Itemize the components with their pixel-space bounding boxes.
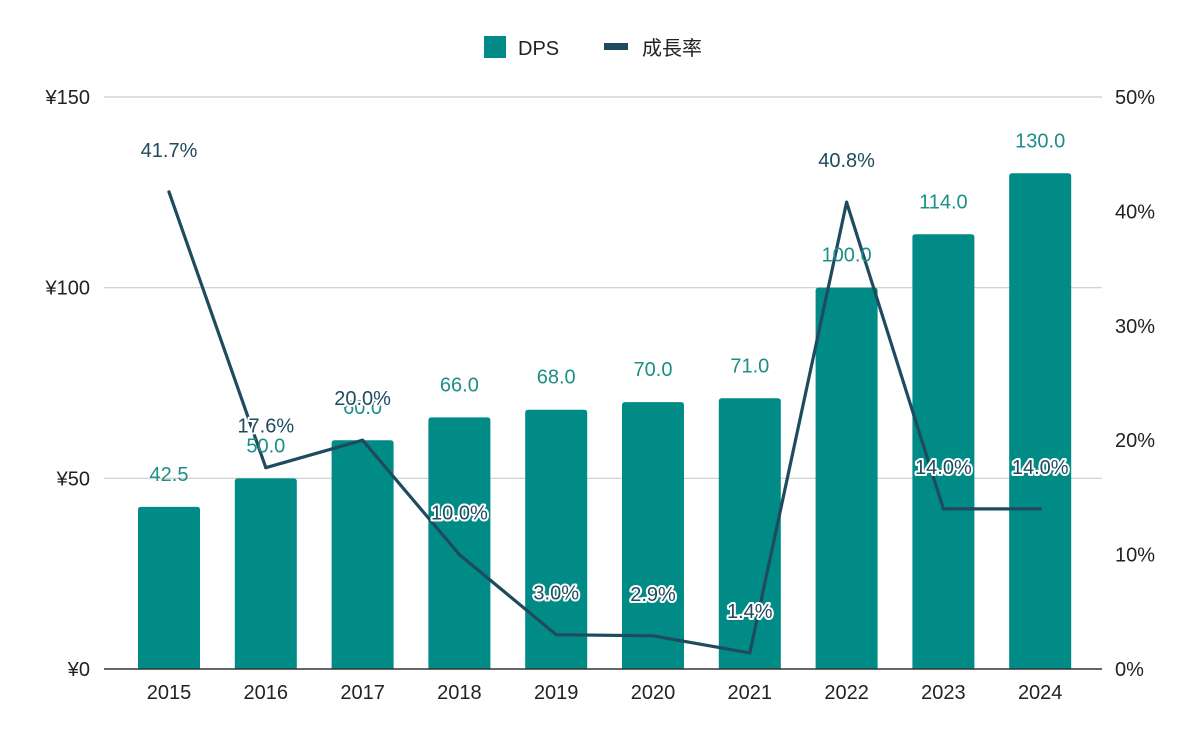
bar-value-label: 66.0 xyxy=(440,374,479,396)
line-value-label: 10.0% xyxy=(431,503,488,525)
growth-point-2020 xyxy=(651,634,655,638)
x-tick-label: 2020 xyxy=(631,682,676,704)
x-tick-label: 2017 xyxy=(340,682,385,704)
bar-2015 xyxy=(138,506,200,669)
y-left-tick-label: ¥150 xyxy=(45,87,91,109)
legend: DPS 成長率 xyxy=(484,36,702,60)
bar-value-label: 71.0 xyxy=(730,355,769,377)
line-value-label: 40.8% xyxy=(818,150,875,172)
y-right-tick-label: 20% xyxy=(1115,430,1155,452)
bar-2023 xyxy=(912,234,975,669)
bar-2024 xyxy=(1009,173,1072,669)
bar-2018 xyxy=(428,417,491,669)
x-tick-label: 2024 xyxy=(1018,682,1063,704)
growth-point-2018 xyxy=(457,553,461,557)
bar-2016 xyxy=(234,478,297,669)
x-tick-label: 2016 xyxy=(244,682,289,704)
growth-point-2017 xyxy=(361,438,365,442)
y-left-tick-label: ¥100 xyxy=(45,278,91,300)
bar-value-label: 130.0 xyxy=(1015,130,1065,152)
growth-point-2019 xyxy=(554,633,558,637)
bar-2021 xyxy=(718,398,781,669)
growth-point-2021 xyxy=(748,651,752,655)
line-value-label: 41.7% xyxy=(141,140,198,162)
x-tick-label: 2023 xyxy=(921,682,966,704)
bar-value-label: 50.0 xyxy=(246,435,285,457)
y-right-tick-label: 10% xyxy=(1115,545,1155,567)
y-right-tick-label: 50% xyxy=(1115,87,1155,109)
legend-label-growth: 成長率 xyxy=(642,37,702,60)
x-tick-label: 2021 xyxy=(728,682,773,704)
dps-bars xyxy=(138,173,1072,669)
bar-value-label: 68.0 xyxy=(537,367,576,389)
y-right-tick-label: 0% xyxy=(1115,659,1144,681)
growth-rate-line xyxy=(167,190,1042,655)
bar-2020 xyxy=(622,402,684,669)
data-labels: 42.5 50.0 60.0 66.0 68.0 70.0 71.0 100.0 114.0 13… xyxy=(139,130,1071,625)
growth-point-2023 xyxy=(941,507,946,511)
line-value-label: 1.4% xyxy=(727,601,773,623)
bar-value-label: 60.0 xyxy=(343,397,382,419)
x-tick-label: 2015 xyxy=(147,682,192,704)
y-left-tick-label: ¥50 xyxy=(56,468,90,490)
growth-point-2022 xyxy=(845,200,849,204)
line-value-label: 17.6% xyxy=(237,416,294,438)
growth-line xyxy=(167,190,1042,655)
bar-2017 xyxy=(331,440,394,669)
x-tick-label: 2018 xyxy=(437,682,482,704)
line-value-label: 2.9% xyxy=(630,584,676,606)
y-right-tick-label: 40% xyxy=(1115,201,1155,223)
bar-2022 xyxy=(815,287,878,669)
y-right-tick-label: 30% xyxy=(1115,316,1155,338)
line-value-label: 14.0% xyxy=(915,457,972,479)
legend-label-dps: DPS xyxy=(518,38,559,60)
legend-swatch-dps xyxy=(484,36,506,58)
line-value-label: 20.0% xyxy=(334,388,391,410)
line-value-label: 3.0% xyxy=(533,583,579,605)
line-value-label: 14.0% xyxy=(1012,457,1069,479)
bar-2019 xyxy=(525,409,588,669)
axes: ¥0 ¥50 ¥100 ¥150 0% 10% 20% 30% 40% 50% 2015 2016 20… xyxy=(45,87,1156,704)
growth-point-2024 xyxy=(1038,507,1042,511)
x-tick-label: 2019 xyxy=(534,682,579,704)
growth-point-2015 xyxy=(167,190,171,194)
growth-point-2016 xyxy=(264,466,268,470)
bar-value-label: 70.0 xyxy=(634,359,673,381)
y-left-tick-label: ¥0 xyxy=(67,659,90,681)
legend-swatch-growth xyxy=(604,43,628,50)
bar-value-label: 42.5 xyxy=(150,464,189,486)
x-tick-label: 2022 xyxy=(824,682,869,704)
bar-value-label: 114.0 xyxy=(919,191,968,213)
bar-value-label: 100.0 xyxy=(822,245,872,267)
